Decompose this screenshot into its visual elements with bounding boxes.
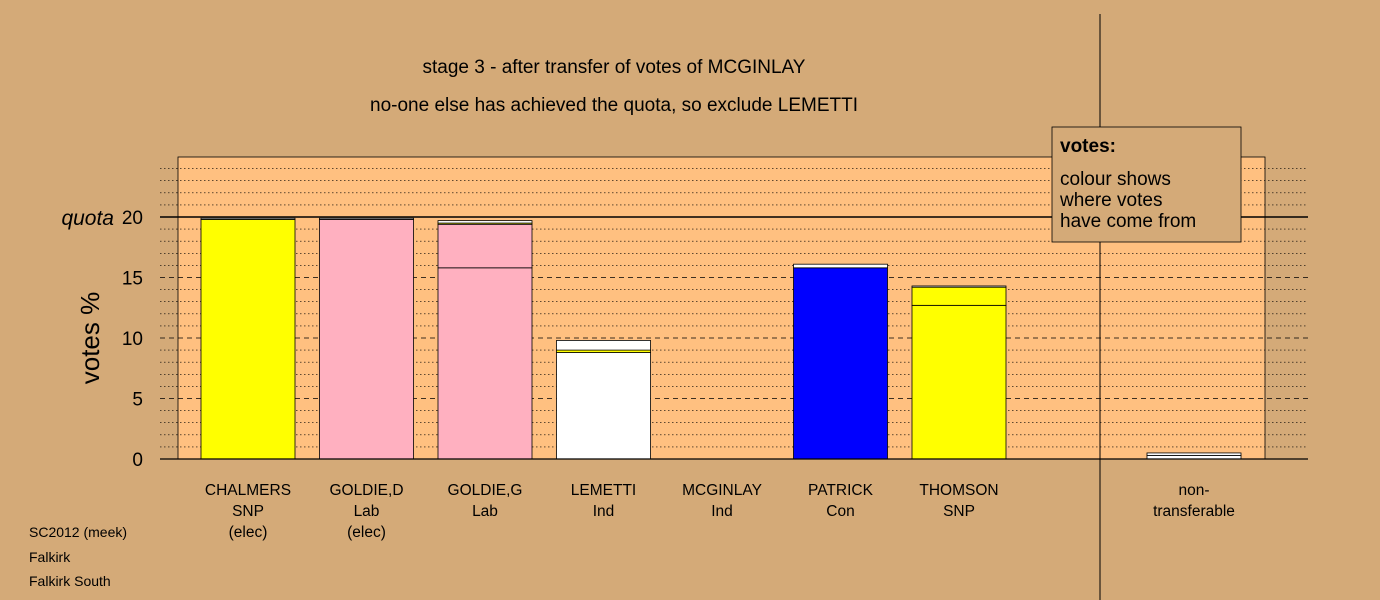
bar-segment-goldieg <box>437 220 533 224</box>
y-tick-label: 15 <box>122 269 143 290</box>
legend-line-2: where votes <box>1059 190 1162 211</box>
candidate-label: Con <box>826 503 854 520</box>
bar-segment-goldieg <box>437 223 533 269</box>
footer-line-3: Falkirk South <box>29 573 111 589</box>
bar-segment-thomson <box>911 304 1007 460</box>
bar-segment-chalmers <box>200 217 296 220</box>
chart-title-line-1: stage 3 - after transfer of votes of MCG… <box>423 57 806 78</box>
y-tick-label: 5 <box>132 390 143 411</box>
candidate-label: GOLDIE,G <box>448 482 523 499</box>
candidate-label: PATRICK <box>808 482 874 499</box>
candidate-label: GOLDIE,D <box>329 482 403 499</box>
bar-segment-goldied <box>319 217 414 220</box>
bar-segment-nontransferable <box>1146 452 1242 456</box>
legend-title: votes: <box>1060 136 1116 157</box>
nontransferable-label: non- <box>1178 482 1209 499</box>
nontransferable-label: transferable <box>1153 503 1235 520</box>
candidate-label: Ind <box>593 503 615 520</box>
footer-line-2: Falkirk <box>29 549 71 565</box>
candidate-label: Ind <box>711 503 733 520</box>
bar-segment-thomson <box>911 285 1007 288</box>
candidate-labels: CHALMERS SNP (elec) GOLDIE,D Lab (elec) GOLDIE… <box>205 482 1235 541</box>
candidate-label: (elec) <box>347 524 386 541</box>
bar-segment-lemetti <box>556 340 651 351</box>
y-axis-label: votes % <box>75 292 105 385</box>
footer-line-1: SC2012 (meek) <box>29 524 127 540</box>
y-axis: 0 5 10 15 20 <box>122 208 1308 471</box>
bar-segment-patrick <box>793 267 888 460</box>
y-tick-label: 20 <box>122 208 143 229</box>
candidate-label: SNP <box>943 503 975 520</box>
legend-line-3: have come from <box>1060 211 1196 232</box>
candidate-label: THOMSON <box>919 482 998 499</box>
candidate-label: Lab <box>354 503 380 520</box>
legend-box <box>1051 126 1242 243</box>
chart-title-line-2: no-one else has achieved the quota, so e… <box>370 95 858 116</box>
bar-segment-goldieg <box>437 267 533 460</box>
candidate-label: MCGINLAY <box>682 482 762 499</box>
bars <box>200 217 1242 460</box>
bar-segment-goldied <box>319 219 414 460</box>
candidate-label: Lab <box>472 503 498 520</box>
bar-segment-patrick <box>793 263 888 269</box>
legend-line-1: colour shows <box>1060 169 1171 190</box>
y-tick-label: 0 <box>132 450 143 471</box>
candidate-label: (elec) <box>229 524 268 541</box>
y-tick-label: 10 <box>122 329 143 350</box>
candidate-label: LEMETTI <box>571 482 636 499</box>
quota-label: quota <box>61 207 114 230</box>
legend: votes: colour shows where votes have com… <box>1051 126 1242 243</box>
candidate-label: CHALMERS <box>205 482 291 499</box>
candidate-label: SNP <box>232 503 264 520</box>
bar-segment-thomson <box>911 286 1007 306</box>
bar-segment-lemetti <box>556 352 651 460</box>
bar-segment-chalmers <box>200 219 296 460</box>
